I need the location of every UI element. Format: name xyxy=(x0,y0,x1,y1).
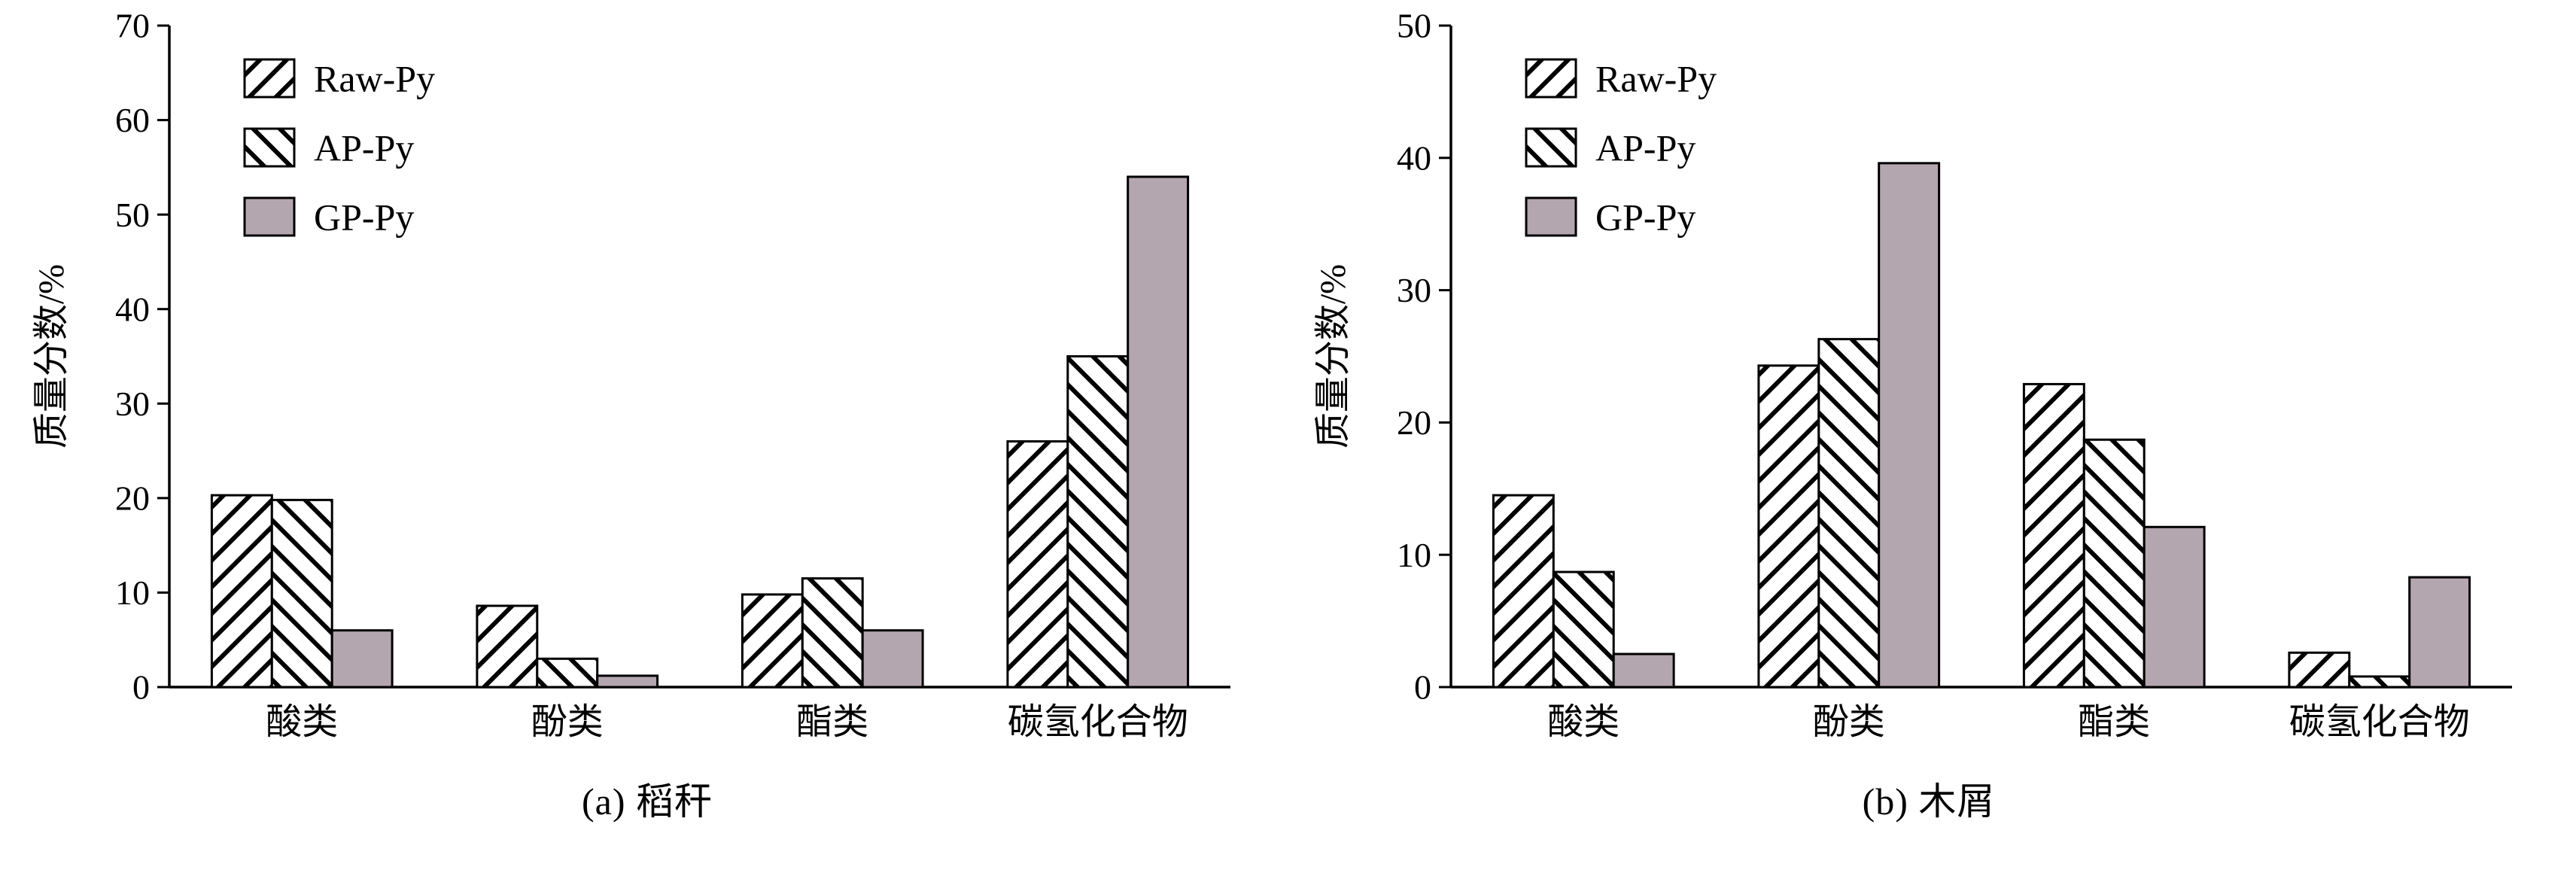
y-tick-label: 0 xyxy=(1414,668,1431,707)
bar-GP-Py-酚类 xyxy=(596,674,659,689)
bars xyxy=(210,175,1190,689)
bars xyxy=(1492,162,2471,689)
y-tick-label: 50 xyxy=(1397,7,1431,45)
x-category-label: 酸类 xyxy=(1547,702,1620,742)
bar-GP-Py-碳氢化合物 xyxy=(2408,576,2471,689)
bar-Raw-Py-酸类 xyxy=(210,494,273,689)
y-tick-label: 20 xyxy=(115,479,150,517)
bar-GP-Py-酯类 xyxy=(2143,525,2206,689)
bar-Raw-Py-碳氢化合物 xyxy=(1006,440,1069,689)
x-category-label: 酚类 xyxy=(531,702,604,742)
bar-AP-Py-碳氢化合物 xyxy=(2348,675,2411,689)
bar-AP-Py-酯类 xyxy=(801,577,864,689)
legend-swatch-GP-Py xyxy=(243,196,296,237)
x-category-label: 碳氢化合物 xyxy=(2289,702,2470,742)
bar-Raw-Py-酯类 xyxy=(741,593,804,689)
bar-AP-Py-酚类 xyxy=(1817,338,1881,689)
y-axis-label: 质量分数/% xyxy=(32,264,71,449)
x-category-label: 碳氢化合物 xyxy=(1008,702,1188,742)
x-category-label: 酯类 xyxy=(2078,702,2150,742)
bar-Raw-Py-酸类 xyxy=(1492,494,1555,689)
bar-AP-Py-碳氢化合物 xyxy=(1066,355,1130,689)
x-category-label: 酸类 xyxy=(266,702,338,742)
y-tick-label: 10 xyxy=(1397,536,1431,574)
y-tick-label: 50 xyxy=(115,196,150,234)
y-tick-label: 30 xyxy=(115,385,150,423)
bar-Raw-Py-酯类 xyxy=(2022,382,2085,689)
legend-swatch-AP-Py xyxy=(1525,127,1577,168)
bar-GP-Py-酚类 xyxy=(1878,162,1941,689)
legend-label-AP-Py: AP-Py xyxy=(314,127,414,169)
y-tick-label: 40 xyxy=(115,290,150,328)
x-category-label: 酚类 xyxy=(1813,702,1885,742)
y-tick-label: 60 xyxy=(115,101,150,139)
chart-a-block: 0 10 20 30 40 50 60 70 质量分数/% 酸类 酚类 酯类 碳氢化合物 Raw-Py AP… xyxy=(8,5,1287,885)
bar-AP-Py-酯类 xyxy=(2082,438,2146,689)
bar-Raw-Py-酚类 xyxy=(1757,364,1820,689)
bar-Raw-Py-酚类 xyxy=(476,604,539,689)
chart-b-block: 0 10 20 30 40 50 质量分数/% 酸类 酚类 酯类 碳氢化合物 Raw-Py AP-Py G… xyxy=(1289,5,2568,885)
legend-swatch-Raw-Py xyxy=(243,58,296,99)
chart-a-canvas: 0 10 20 30 40 50 60 70 质量分数/% 酸类 酚类 酯类 碳氢化合物 Raw-Py AP… xyxy=(32,7,1230,742)
chart-b-canvas: 0 10 20 30 40 50 质量分数/% 酸类 酚类 酯类 碳氢化合物 Raw-Py AP-Py G… xyxy=(1313,7,2512,742)
legend-swatch-Raw-Py xyxy=(1525,58,1577,99)
bar-GP-Py-酯类 xyxy=(861,629,924,689)
legend: Raw-Py AP-Py GP-Py xyxy=(1525,58,1717,239)
legend-swatch-AP-Py xyxy=(243,127,296,168)
x-category-label: 酯类 xyxy=(796,702,868,742)
y-axis-label: 质量分数/% xyxy=(1313,264,1353,449)
legend: Raw-Py AP-Py GP-Py xyxy=(243,58,435,239)
legend-label-Raw-Py: Raw-Py xyxy=(314,58,435,100)
bar-GP-Py-酸类 xyxy=(330,629,394,689)
y-tick-label: 20 xyxy=(1397,403,1431,442)
y-tick-label: 70 xyxy=(115,7,150,45)
bar-AP-Py-酚类 xyxy=(536,657,599,689)
legend-label-AP-Py: AP-Py xyxy=(1595,127,1696,169)
legend-label-GP-Py: GP-Py xyxy=(1595,196,1696,239)
y-tick-label: 40 xyxy=(1397,138,1431,177)
legend-label-Raw-Py: Raw-Py xyxy=(1595,58,1717,100)
chart-a-caption: (a) 稻秆 xyxy=(582,780,713,823)
bar-AP-Py-酸类 xyxy=(270,498,333,689)
bar-GP-Py-酸类 xyxy=(1612,652,1675,689)
y-tick-label: 30 xyxy=(1397,271,1431,309)
bar-GP-Py-碳氢化合物 xyxy=(1127,175,1190,689)
bar-AP-Py-酸类 xyxy=(1552,570,1615,689)
legend-label-GP-Py: GP-Py xyxy=(314,196,414,239)
legend-swatch-GP-Py xyxy=(1525,196,1577,237)
y-tick-label: 10 xyxy=(115,573,150,612)
bar-Raw-Py-碳氢化合物 xyxy=(2288,651,2351,689)
chart-b-caption: (b) 木屑 xyxy=(1862,780,1996,823)
y-tick-label: 0 xyxy=(132,668,150,707)
